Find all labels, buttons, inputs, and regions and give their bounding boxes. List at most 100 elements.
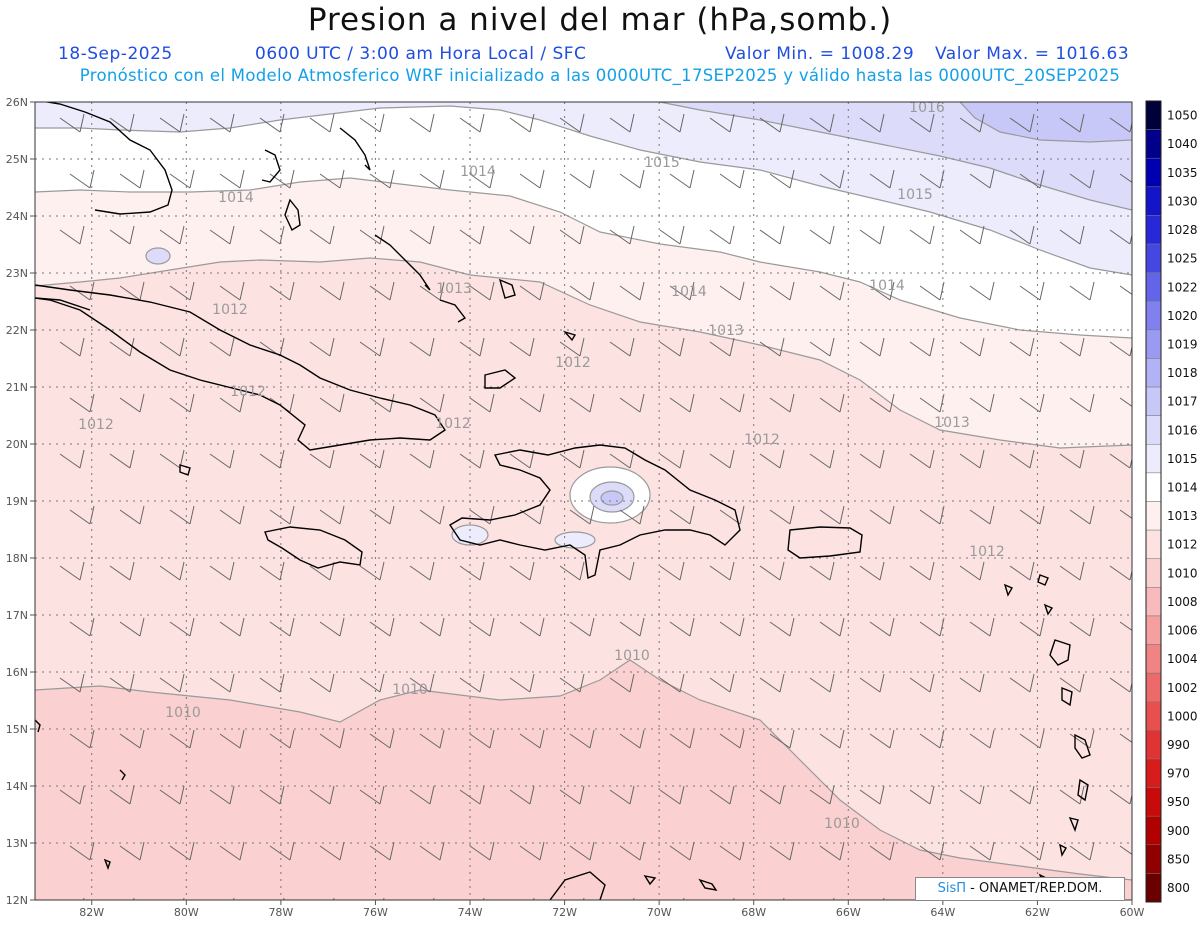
colorbar-label: 1040 [1167,137,1198,151]
isobar-label: 1014 [460,164,496,180]
colorbar-label: 1030 [1167,194,1198,208]
colorbar-swatch [1145,587,1162,617]
colorbar-swatch [1145,129,1162,159]
colorbar: 1050 1040 1035 1030 1028 1025 1022 1020 1019 1018… [1145,100,1198,903]
colorbar-label: 1010 [1167,566,1198,580]
colorbar-label: 1022 [1167,280,1198,294]
colorbar-label: 1025 [1167,252,1198,266]
colorbar-swatch [1145,444,1162,474]
colorbar-swatch [1145,558,1162,588]
lat-label: 17N [6,609,28,622]
isobar-label: 1013 [436,281,472,297]
isobar-label: 1015 [644,155,680,171]
colorbar-swatch [1145,472,1162,502]
colorbar-label: 950 [1167,795,1190,809]
colorbar-swatch [1145,329,1162,359]
colorbar-swatch [1145,815,1162,846]
colorbar-label: 1019 [1167,337,1198,351]
colorbar-swatch [1145,644,1162,674]
colorbar-label: 1016 [1167,423,1198,437]
credit-box: SisΠ - ONAMET/REP.DOM. [915,877,1125,901]
isobar-label: 1012 [212,302,248,318]
colorbar-swatch [1145,758,1162,788]
isobar-labels: 1016 1015 1015 1014 1014 1014 1014 1013 1013 1013… [78,100,1005,832]
map-title: Presion a nivel del mar (hPa,somb.) [307,2,893,38]
colorbar-swatch [1145,415,1162,445]
lat-label: 12N [6,894,28,907]
lat-label: 22N [6,324,28,337]
isobar-label: 1010 [614,648,650,664]
isobar-label: 1012 [78,417,114,433]
lon-label: 60W [1120,906,1145,919]
colorbar-swatch [1145,615,1162,645]
lon-label: 68W [741,906,766,919]
isobar-label: 1012 [744,432,780,448]
colorbar-label: 1035 [1167,166,1198,180]
isobar-label: 1012 [230,384,266,400]
colorbar-swatch [1145,272,1162,302]
isobar-label: 1014 [218,190,254,206]
lon-label: 64W [930,906,955,919]
colorbar-label: 1050 [1167,109,1198,123]
lon-label: 72W [552,906,577,919]
lon-label: 74W [458,906,483,919]
colorbar-label: 970 [1167,767,1190,781]
colorbar-label: 900 [1167,824,1190,838]
model-subtitle: Pronóstico con el Modelo Atmosferico WRF… [79,66,1121,85]
colorbar-label: 1012 [1167,538,1198,552]
longitude-labels: 82W 80W 78W 76W 74W 72W 70W 68W 66W 64W 62W 60W [79,900,1145,919]
forecast-time-info: 0600 UTC / 3:00 am Hora Local / SFC [255,44,587,64]
isobar-label: 1012 [555,355,591,371]
colorbar-label: 850 [1167,852,1190,866]
colorbar-label: 1020 [1167,309,1198,323]
colorbar-swatch [1145,243,1162,273]
colorbar-swatch [1145,529,1162,559]
lat-label: 23N [6,267,28,280]
isobar-label: 1015 [897,187,933,203]
min-value: Valor Min. = 1008.29 [725,44,915,64]
colorbar-swatch [1145,157,1162,188]
lon-label: 76W [363,906,388,919]
forecast-date: 18-Sep-2025 [58,44,173,64]
isobar-label: 1012 [435,416,471,432]
isobar-label: 1014 [869,278,905,294]
isobar-label: 1013 [934,415,970,431]
colorbar-label: 1013 [1167,509,1198,523]
isobar-label: 1010 [392,682,428,698]
colorbar-swatch [1145,672,1162,703]
lat-label: 21N [6,381,28,394]
coastlines [35,102,1091,900]
lat-label: 24N [6,210,28,223]
lon-label: 82W [79,906,104,919]
lat-label: 18N [6,552,28,565]
colorbar-label: 1018 [1167,366,1198,380]
colorbar-swatch [1145,100,1162,130]
lat-label: 20N [6,438,28,451]
max-value: Valor Max. = 1016.63 [935,44,1130,64]
lat-label: 26N [6,96,28,109]
colorbar-swatch [1145,358,1162,388]
colorbar-swatch [1145,844,1162,874]
lon-label: 80W [174,906,199,919]
lon-label: 78W [268,906,293,919]
colorbar-label: 990 [1167,738,1190,752]
credit-brand: SisΠ [937,881,967,896]
colorbar-swatch [1145,501,1162,531]
lat-label: 14N [6,780,28,793]
colorbar-label: 1002 [1167,681,1198,695]
colorbar-swatch [1145,730,1162,760]
isobar-label: 1010 [824,816,860,832]
lat-label: 16N [6,666,28,679]
colorbar-label: 1028 [1167,223,1198,237]
lon-label: 70W [647,906,672,919]
colorbar-swatch [1145,386,1162,416]
lat-label: 25N [6,153,28,166]
colorbar-label: 1006 [1167,624,1198,638]
credit-text: - ONAMET/REP.DOM. [966,881,1103,896]
isobar-label: 1012 [969,544,1005,560]
colorbar-swatch [1145,215,1162,245]
lon-label: 62W [1025,906,1050,919]
colorbar-label: 1008 [1167,595,1198,609]
isobar-label: 1013 [708,323,744,339]
